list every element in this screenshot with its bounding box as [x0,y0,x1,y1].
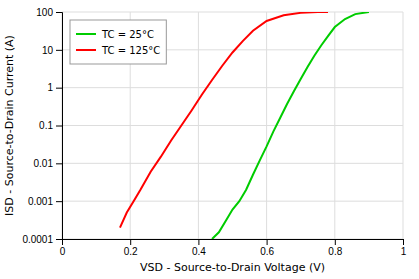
x-axis: 0 0.2 0.4 0.6 0.8 1 [60,239,407,257]
tick-mark [56,12,62,13]
legend-box [70,20,166,64]
tick-label: 10 [42,45,54,56]
tick-label: 1 [401,246,407,257]
tick: 0.6 [260,239,274,257]
grid-line [62,12,403,13]
tick: 10 [42,45,62,56]
grid-line [62,87,403,88]
chart: 0 0.2 0.4 0.6 0.8 1 0.0001 0.001 0.01 0.1 1 10 100 TC… [0,0,419,279]
tick: 0.2 [124,239,138,257]
tick-mark [56,163,62,164]
grid-line [62,201,403,202]
tick-mark [56,239,62,240]
tick-mark [56,50,62,51]
plot: 0 0.2 0.4 0.6 0.8 1 0.0001 0.001 0.01 0.1 1 10 100 TC… [22,7,406,257]
tick-mark [198,239,199,245]
tick-mark [56,126,62,127]
tick-label: 100 [36,7,53,18]
y-axis: 0.0001 0.001 0.01 0.1 1 10 100 [22,7,62,245]
tick-mark [267,239,268,245]
legend-swatch [76,49,96,51]
tick-mark [403,239,404,245]
tick-mark [335,239,336,245]
tick-label: 0.01 [34,158,54,169]
tick: 0.1 [39,120,62,131]
tick-label: 0.0001 [22,234,53,245]
tick-mark [130,239,131,245]
legend-label: TC = 125°C [101,45,160,56]
axis-line [63,240,404,246]
tick: 0.001 [28,196,62,207]
grid-line [62,163,403,164]
tick-label: 0.001 [28,196,53,207]
tick: 0.4 [192,239,206,257]
series-line [212,12,369,239]
legend-item: TC = 25°C [76,29,154,40]
tick-label: 0.2 [124,246,138,257]
tick: 100 [36,7,62,18]
y-axis-title: ISD - Source-to-Drain Current (A) [3,35,16,216]
tick: 1 [401,239,407,257]
tick-label: 0.1 [39,120,53,131]
axis-line [56,13,63,240]
tick: 0.01 [34,158,62,169]
tick: 0 [60,239,66,257]
tick-label: 0.8 [328,246,342,257]
tick-label: 0 [60,246,66,257]
tick-mark [56,88,62,89]
tick: 0.0001 [22,234,62,245]
grid [62,12,403,239]
tick-mark [56,201,62,202]
tick: 1 [47,82,62,93]
legend-label: TC = 25°C [101,29,154,40]
legend-item: TC = 125°C [76,45,160,56]
tick-label: 0.4 [192,246,206,257]
tick-label: 1 [47,82,53,93]
grid-line [62,125,403,126]
legend: TC = 25°C TC = 125°C [70,20,166,64]
legend-swatch [76,33,96,35]
x-axis-title: VSD - Source-to-Drain Voltage (V) [140,261,325,274]
tick: 0.8 [328,239,342,257]
tick-label: 0.6 [260,246,274,257]
